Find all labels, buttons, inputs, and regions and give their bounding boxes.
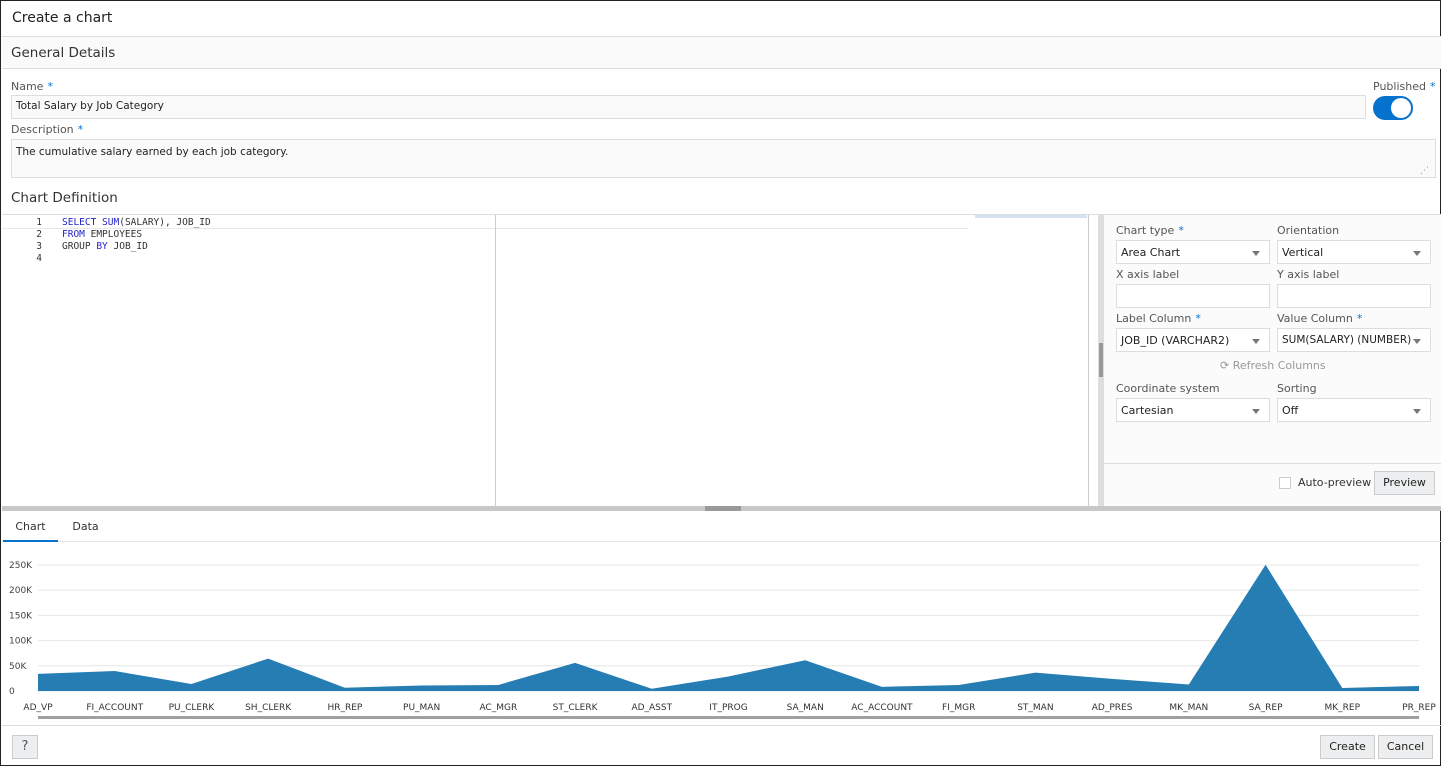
chart-scrollbar[interactable] bbox=[38, 716, 1419, 719]
code-token: BY bbox=[96, 241, 114, 252]
orientation-label: Orientation bbox=[1277, 224, 1340, 237]
help-icon: ? bbox=[21, 739, 29, 754]
code-token: FROM bbox=[62, 229, 91, 240]
y-tick-label: 200K bbox=[9, 586, 33, 596]
print-margin bbox=[495, 215, 496, 507]
y-axis-input[interactable] bbox=[1277, 284, 1431, 308]
value-column-select[interactable]: SUM(SALARY) (NUMBER) bbox=[1277, 328, 1431, 352]
chart-settings-panel: Chart type * Area Chart Orientation Verti… bbox=[1104, 214, 1441, 507]
description-textarea[interactable]: The cumulative salary earned by each job… bbox=[11, 139, 1436, 178]
code-line[interactable]: 3 GROUP BY JOB_ID bbox=[2, 241, 492, 253]
help-button[interactable]: ? bbox=[12, 735, 38, 759]
sql-editor[interactable]: 1 SELECT SUM(SALARY), JOB_ID 2 FROM EMPLOYE… bbox=[2, 214, 1104, 507]
x-tick-label: FI_ACCOUNT bbox=[86, 703, 143, 713]
coordinate-system-label: Coordinate system bbox=[1116, 382, 1220, 395]
code-token: SUM bbox=[102, 217, 120, 228]
x-tick-label: AC_MGR bbox=[479, 703, 517, 713]
tab-chart[interactable]: Chart bbox=[3, 514, 58, 542]
x-tick-label: ST_MAN bbox=[1017, 703, 1053, 713]
orientation-select[interactable]: Vertical bbox=[1277, 240, 1431, 264]
x-tick-label: HR_REP bbox=[327, 703, 362, 713]
sorting-select[interactable]: Off bbox=[1277, 398, 1431, 422]
x-tick-label: AD_VP bbox=[23, 703, 53, 713]
refresh-icon: ⟳ bbox=[1220, 359, 1230, 372]
y-axis-label: Y axis label bbox=[1277, 268, 1340, 281]
auto-preview-checkbox[interactable] bbox=[1279, 477, 1291, 489]
line-number: 4 bbox=[36, 253, 42, 264]
x-tick-label: AC_ACCOUNT bbox=[851, 703, 913, 713]
refresh-columns-button[interactable]: ⟳ Refresh Columns bbox=[1220, 359, 1326, 372]
panel-splitter[interactable] bbox=[1098, 215, 1104, 507]
create-button[interactable]: Create bbox=[1320, 735, 1375, 759]
x-tick-label: FI_MGR bbox=[942, 703, 975, 713]
general-details-section: General Details bbox=[2, 36, 1441, 69]
label-column-label: Label Column * bbox=[1116, 312, 1201, 325]
preview-button[interactable]: Preview bbox=[1374, 471, 1435, 495]
x-axis-label: X axis label bbox=[1116, 268, 1180, 281]
y-tick-label: 250K bbox=[9, 561, 33, 571]
published-label: Published * bbox=[1373, 80, 1436, 93]
published-toggle[interactable] bbox=[1373, 96, 1413, 120]
value-column-label: Value Column * bbox=[1277, 312, 1363, 325]
line-number: 2 bbox=[36, 229, 42, 240]
chevron-down-icon bbox=[1252, 339, 1260, 344]
y-tick-label: 150K bbox=[9, 611, 33, 621]
code-token: GROUP bbox=[62, 241, 97, 252]
section-header: General Details bbox=[11, 45, 116, 61]
x-tick-label: SA_MAN bbox=[787, 703, 824, 713]
name-label: Name * bbox=[11, 80, 53, 93]
y-tick-label: 100K bbox=[9, 637, 33, 647]
y-tick-label: 0 bbox=[9, 687, 15, 697]
tab-data[interactable]: Data bbox=[72, 520, 99, 533]
area-chart: 0 50K 100K 150K 200K 250K AD_VP FI_ACCOUNT PU_CL… bbox=[9, 561, 1436, 719]
x-tick-label: SH_CLERK bbox=[245, 703, 292, 713]
area-series bbox=[38, 564, 1419, 691]
code-line[interactable]: 2 FROM EMPLOYEES bbox=[2, 229, 492, 241]
name-input[interactable]: Total Salary by Job Category bbox=[11, 95, 1366, 119]
preview-tabs: Chart Data bbox=[2, 514, 1441, 542]
vertical-splitter[interactable] bbox=[2, 506, 1441, 511]
code-token: EMPLOYEES bbox=[90, 229, 143, 240]
x-axis-input[interactable] bbox=[1116, 284, 1270, 308]
chart-type-label: Chart type * bbox=[1116, 224, 1184, 237]
description-label: Description * bbox=[11, 123, 84, 136]
y-tick-label: 50K bbox=[9, 662, 27, 672]
chevron-down-icon bbox=[1252, 251, 1260, 256]
line-number: 1 bbox=[36, 217, 42, 228]
line-number: 3 bbox=[36, 241, 42, 252]
cancel-button[interactable]: Cancel bbox=[1378, 735, 1433, 759]
x-tick-label: IT_PROG bbox=[709, 703, 747, 713]
code-line[interactable]: 4 bbox=[2, 253, 492, 265]
x-tick-label: PU_MAN bbox=[403, 703, 440, 713]
code-token: SELECT bbox=[62, 217, 103, 228]
resize-handle-icon[interactable]: ⋰ bbox=[1420, 166, 1429, 176]
x-tick-label: PR_REP bbox=[1402, 703, 1436, 713]
minimap[interactable] bbox=[975, 215, 1087, 218]
x-tick-label: MK_REP bbox=[1325, 703, 1361, 713]
coordinate-system-select[interactable]: Cartesian bbox=[1116, 398, 1270, 422]
x-tick-label: MK_MAN bbox=[1169, 703, 1208, 713]
chevron-down-icon bbox=[1413, 409, 1421, 414]
x-tick-label: PU_CLERK bbox=[169, 703, 216, 713]
chart-type-select[interactable]: Area Chart bbox=[1116, 240, 1270, 264]
auto-preview-label: Auto-preview bbox=[1298, 476, 1372, 489]
chevron-down-icon bbox=[1413, 339, 1421, 344]
chart-definition-header: Chart Definition bbox=[11, 190, 118, 206]
x-tick-label: SA_REP bbox=[1249, 703, 1283, 713]
code-token: (SALARY), JOB_ID bbox=[119, 217, 211, 228]
dialog-title: Create a chart bbox=[12, 10, 113, 26]
x-tick-label: AD_ASST bbox=[631, 703, 672, 713]
code-token: JOB_ID bbox=[113, 241, 148, 252]
code-line[interactable]: 1 SELECT SUM(SALARY), JOB_ID bbox=[2, 217, 492, 229]
x-tick-label: AD_PRES bbox=[1092, 703, 1133, 713]
x-tick-label: ST_CLERK bbox=[553, 703, 599, 713]
chevron-down-icon bbox=[1252, 409, 1260, 414]
label-column-select[interactable]: JOB_ID (VARCHAR2) bbox=[1116, 328, 1270, 352]
chevron-down-icon bbox=[1413, 251, 1421, 256]
sorting-label: Sorting bbox=[1277, 382, 1317, 395]
